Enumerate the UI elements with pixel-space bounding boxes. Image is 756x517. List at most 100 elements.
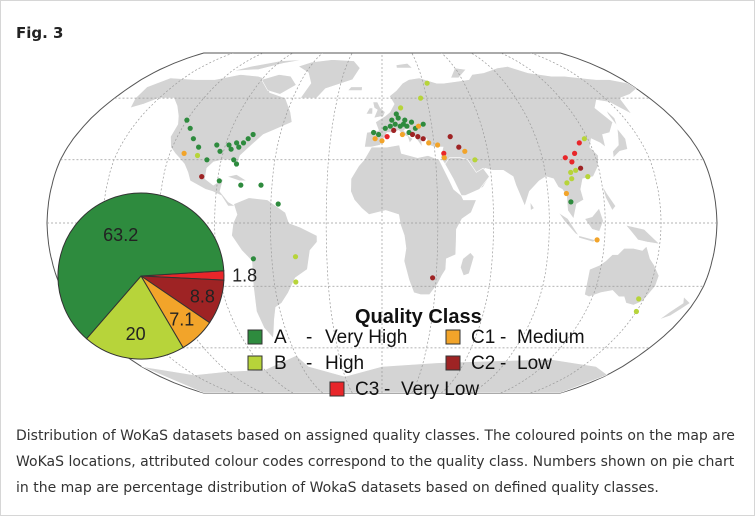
location-point (371, 129, 377, 136)
legend-sep-c2: - (500, 353, 506, 374)
location-point (292, 254, 299, 260)
pie-slice (57, 192, 225, 340)
legend-sep-b: - (306, 353, 312, 374)
land-ireland (365, 107, 374, 115)
location-point (402, 117, 408, 123)
pie-value-label: 7.1 (169, 310, 194, 330)
location-point (415, 123, 422, 129)
location-point (184, 117, 190, 123)
location-point (398, 105, 404, 111)
location-point (562, 155, 568, 161)
legend-swatch-c1 (445, 329, 461, 345)
legend-name-c1: Medium (517, 327, 585, 348)
location-point (409, 131, 416, 138)
pie-value-label: 8.8 (190, 287, 215, 307)
location-point (379, 138, 385, 144)
location-point (462, 148, 468, 154)
land-novaya (450, 67, 467, 79)
location-point (418, 95, 424, 101)
legend-name-c3: Very Low (401, 379, 479, 400)
land-africa (350, 144, 477, 295)
land-iceland (347, 86, 363, 91)
location-point (472, 157, 478, 163)
location-point (181, 150, 187, 156)
location-point (384, 134, 390, 140)
legend-swatch-b (247, 355, 263, 371)
land-svalbard (395, 62, 414, 69)
location-point (258, 182, 264, 188)
location-point (569, 159, 575, 165)
legend-code-c2: C2 (471, 353, 495, 374)
location-point (430, 275, 436, 281)
location-points (181, 80, 642, 315)
location-point (391, 127, 397, 133)
land-kamchatka-sakh (605, 109, 618, 127)
location-point (420, 121, 426, 127)
location-point (564, 180, 570, 186)
location-point (250, 256, 256, 262)
land-borneo (584, 207, 604, 232)
location-point (594, 237, 600, 243)
location-point (404, 123, 410, 129)
location-point (392, 121, 398, 127)
pie-chart: 63.2 20 7.1 8.8 1.8 (57, 192, 257, 360)
legend-swatch-a (247, 329, 263, 345)
legend-code-c1: C1 (471, 327, 495, 348)
location-point (441, 150, 447, 156)
legend: Quality Class A - Very High B - High C1 … (247, 306, 585, 400)
location-point (569, 176, 575, 182)
land-philippines (601, 184, 617, 211)
land-java (578, 235, 596, 243)
location-point (216, 178, 222, 184)
location-point (231, 157, 237, 163)
meridian (530, 53, 662, 393)
meridian (325, 53, 353, 393)
legend-swatch-c3 (329, 381, 345, 397)
legend-name-b: High (325, 353, 364, 374)
location-point (633, 308, 640, 315)
location-point (441, 155, 447, 161)
legend-name-a: Very High (325, 327, 407, 348)
location-point (576, 140, 582, 146)
location-point (236, 144, 242, 150)
location-point (204, 157, 210, 163)
land-new-guinea (624, 224, 661, 245)
location-point (573, 167, 579, 173)
location-point (426, 140, 432, 146)
location-point (581, 136, 588, 142)
location-point (233, 161, 240, 167)
legend-sep-c1: - (500, 327, 506, 348)
location-point (585, 174, 591, 180)
location-point (228, 146, 234, 152)
location-point (196, 144, 202, 150)
figure-label: Fig. 3 (16, 24, 64, 42)
land-north-america (129, 74, 293, 207)
location-point (420, 136, 426, 142)
land-australia (584, 245, 660, 306)
land-new-zealand (658, 296, 691, 321)
location-point (187, 125, 193, 131)
location-point (415, 134, 421, 140)
location-point (199, 174, 205, 180)
location-point (376, 131, 382, 138)
land-masses (129, 59, 691, 393)
pie-slice (85, 275, 184, 360)
legend-code-c3: C3 (355, 379, 379, 400)
land-south-america (231, 197, 318, 339)
land-greenland (297, 59, 361, 99)
location-point (240, 140, 247, 146)
pie-value-label: 1.8 (232, 265, 257, 285)
location-point (226, 142, 232, 148)
location-point (245, 136, 251, 142)
map-svg: 63.2 20 7.1 8.8 1.8 Quality Class A - Very H… (46, 52, 718, 400)
land-europe-asia (364, 66, 638, 220)
legend-sep-a: - (306, 327, 312, 348)
location-point (578, 165, 584, 171)
location-point (568, 199, 574, 205)
land-arctic-islands (231, 59, 305, 72)
location-point (636, 296, 642, 302)
land-madagascar (460, 252, 475, 277)
land-indonesia-sumatra (558, 212, 580, 236)
location-point (572, 150, 578, 156)
